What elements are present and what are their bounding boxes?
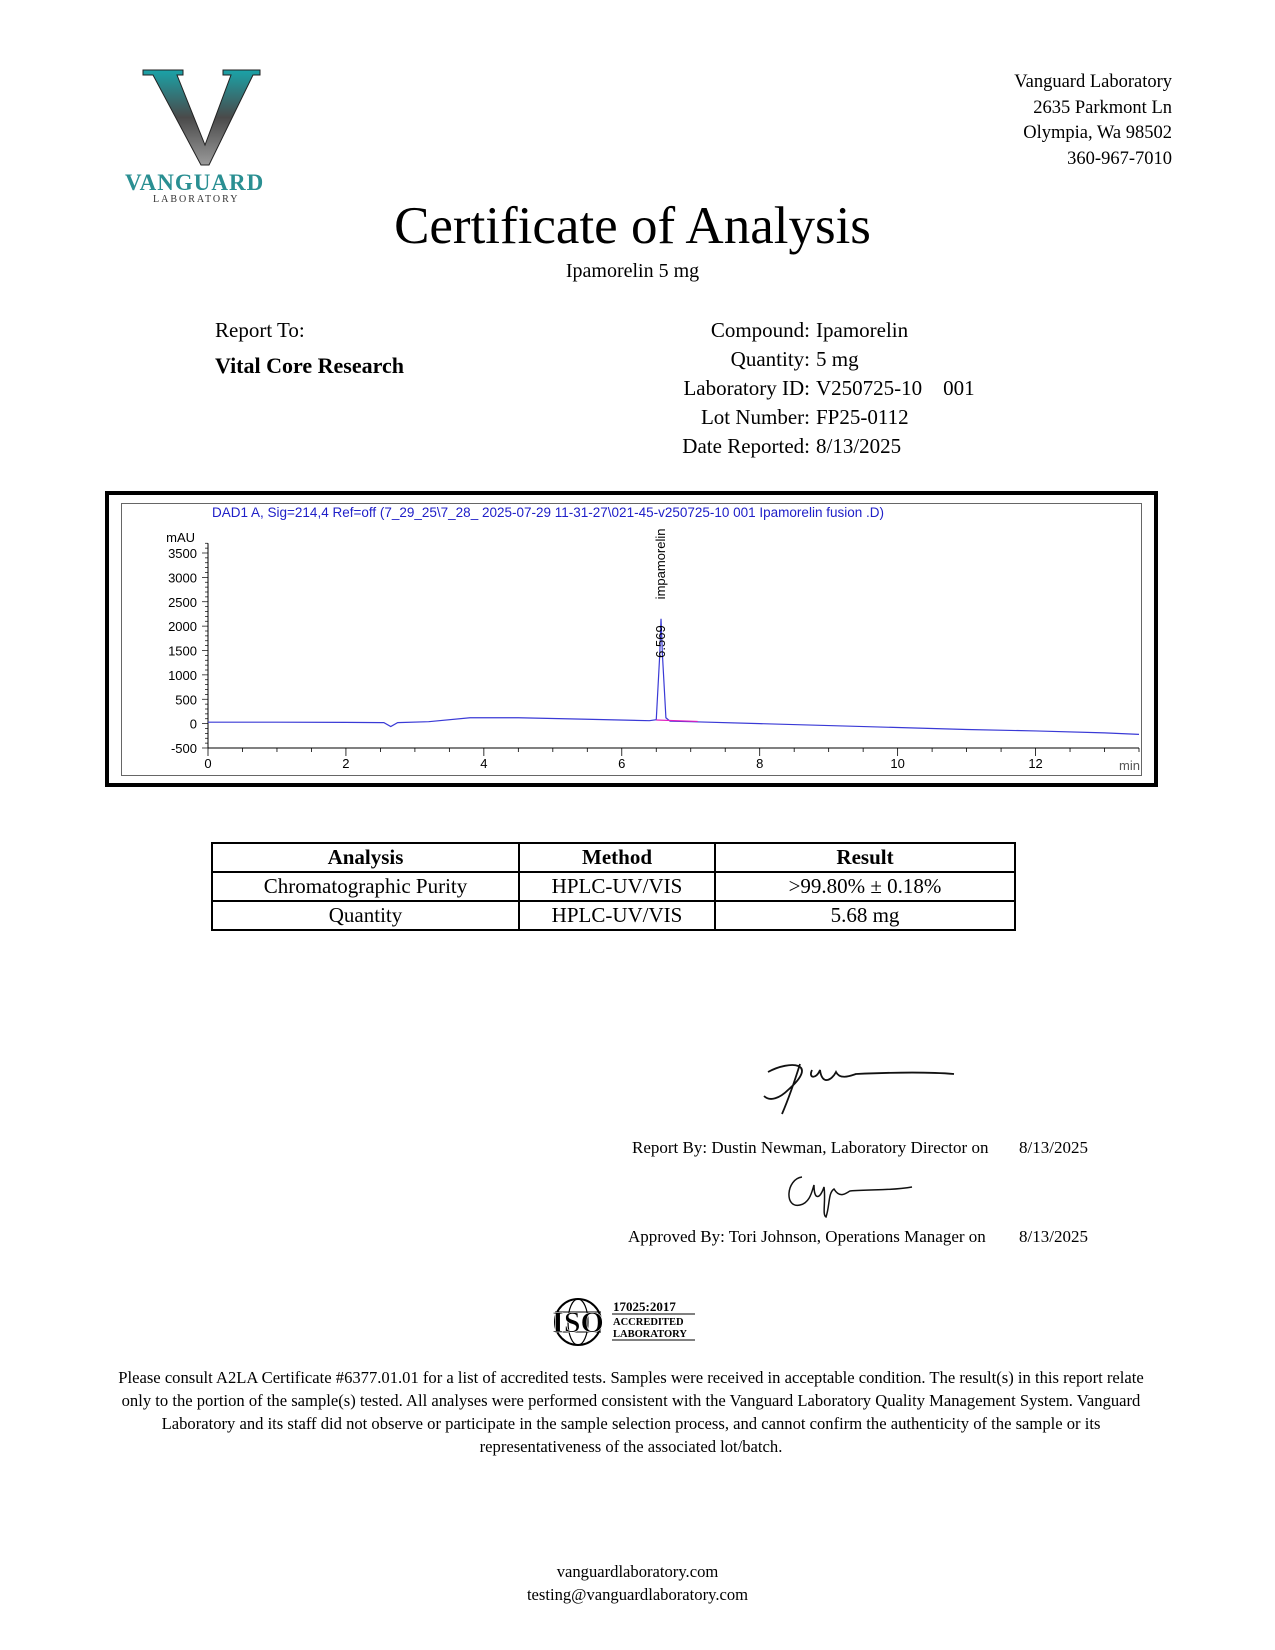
y-tick-label: 2500: [168, 595, 197, 610]
field-value: 8/13/2025: [816, 434, 902, 458]
report-date: 8/13/2025: [1019, 1138, 1088, 1157]
client-name: Vital Core Research: [215, 353, 404, 378]
chromatogram-frame: [105, 491, 1158, 787]
iso-accredited: ACCREDITED: [613, 1317, 684, 1328]
x-tick-label: 8: [756, 756, 763, 771]
address-line: Vanguard Laboratory: [1014, 72, 1172, 92]
field-key: Compound:: [710, 318, 810, 342]
cell-analysis: Chromatographic Purity: [211, 871, 520, 902]
address-line: Olympia, Wa 98502: [1023, 123, 1172, 143]
y-tick-label: 3000: [168, 570, 197, 585]
iso-standard: 17025:2017: [613, 1299, 676, 1314]
address-line: 2635 Parkmont Ln: [1033, 97, 1172, 118]
vanguard-logo: VANGUARD LABORATORY: [125, 65, 285, 205]
field-value: V250725-10 001: [816, 376, 975, 400]
field-value: Ipamorelin: [816, 318, 909, 342]
x-tick-label: 0: [204, 756, 211, 771]
iso-mark: ISO: [552, 1306, 604, 1339]
table-header-row: Analysis Method Result: [211, 842, 1016, 873]
y-tick-label: -500: [171, 741, 197, 756]
x-tick-label: 12: [1028, 756, 1042, 771]
y-tick-label: 1500: [168, 644, 197, 659]
header-analysis: Analysis: [211, 842, 520, 873]
y-tick-label: 1000: [168, 668, 197, 683]
peak-baseline: [656, 719, 698, 723]
x-axis-label: min: [1119, 758, 1140, 773]
table-row: Quantity HPLC-UV/VIS 5.68 mg: [211, 900, 1016, 931]
chart-title: DAD1 A, Sig=214,4 Ref=off (7_29_25\7_28_…: [212, 505, 884, 520]
field-key: Date Reported:: [682, 434, 810, 458]
lab-address: Vanguard Laboratory 2635 Parkmont Ln Oly…: [1014, 70, 1172, 172]
field-key: Lot Number:: [700, 405, 810, 429]
approved-date: 8/13/2025: [1019, 1227, 1088, 1246]
iso-laboratory: LABORATORY: [613, 1329, 687, 1340]
chromatogram: DAD1 A, Sig=214,4 Ref=off (7_29_25\7_28_…: [166, 505, 1140, 773]
table-row: Chromatographic Purity HPLC-UV/VIS >99.8…: [211, 871, 1016, 902]
chromatogram-trace: [208, 618, 1140, 735]
x-tick-label: 6: [618, 756, 625, 771]
header-method: Method: [518, 842, 716, 873]
page-title: Certificate of Analysis: [394, 197, 871, 255]
disclaimer: Please consult A2LA Certificate #6377.01…: [118, 1368, 1144, 1456]
cell-method: HPLC-UV/VIS: [518, 900, 716, 931]
y-tick-label: 2000: [168, 619, 197, 634]
field-value: FP25-0112: [816, 405, 909, 429]
x-tick-label: 10: [890, 756, 904, 771]
field-value: 5 mg: [816, 347, 859, 371]
chromatogram-plot: [121, 503, 1142, 776]
approved-by: Approved By: Tori Johnson, Operations Ma…: [628, 1227, 986, 1246]
x-tick-label: 2: [342, 756, 349, 771]
email-link[interactable]: testing@vanguardlaboratory.com: [526, 1585, 749, 1604]
cell-result: >99.80% ± 0.18%: [714, 871, 1016, 902]
cell-analysis: Quantity: [211, 900, 520, 931]
footer: vanguardlaboratory.com testing@vanguardl…: [0, 1560, 1275, 1606]
peak-retention-label: 6.569: [653, 625, 668, 658]
signature-approver: [788, 1176, 913, 1219]
peak-name-label: impamorelin: [653, 529, 668, 600]
field-key: Quantity:: [730, 347, 810, 371]
cell-method: HPLC-UV/VIS: [518, 871, 716, 902]
report-to-label: Report To:: [215, 318, 305, 342]
header-result: Result: [714, 842, 1016, 873]
iso-accreditation-badge: ISO 17025:2017 ACCREDITED LABORATORY: [550, 1296, 700, 1348]
signature-director: [763, 1063, 955, 1115]
website-link[interactable]: vanguardlaboratory.com: [556, 1562, 719, 1581]
field-key: Laboratory ID:: [683, 376, 810, 400]
y-tick-label: 3500: [168, 546, 197, 561]
x-tick-label: 4: [480, 756, 487, 771]
y-tick-label: 500: [175, 692, 197, 707]
results-table: Analysis Method Result Chromatographic P…: [211, 842, 1016, 931]
y-axis-label: mAU: [166, 530, 195, 545]
page-subtitle: Ipamorelin 5 mg: [565, 260, 700, 282]
logo-sub: LABORATORY: [153, 194, 240, 205]
y-tick-label: 0: [190, 717, 197, 732]
cell-result: 5.68 mg: [714, 900, 1016, 931]
report-by: Report By: Dustin Newman, Laboratory Dir…: [632, 1138, 989, 1157]
phone: 360-967-7010: [1067, 148, 1172, 169]
logo-brand: VANGUARD: [125, 170, 264, 195]
